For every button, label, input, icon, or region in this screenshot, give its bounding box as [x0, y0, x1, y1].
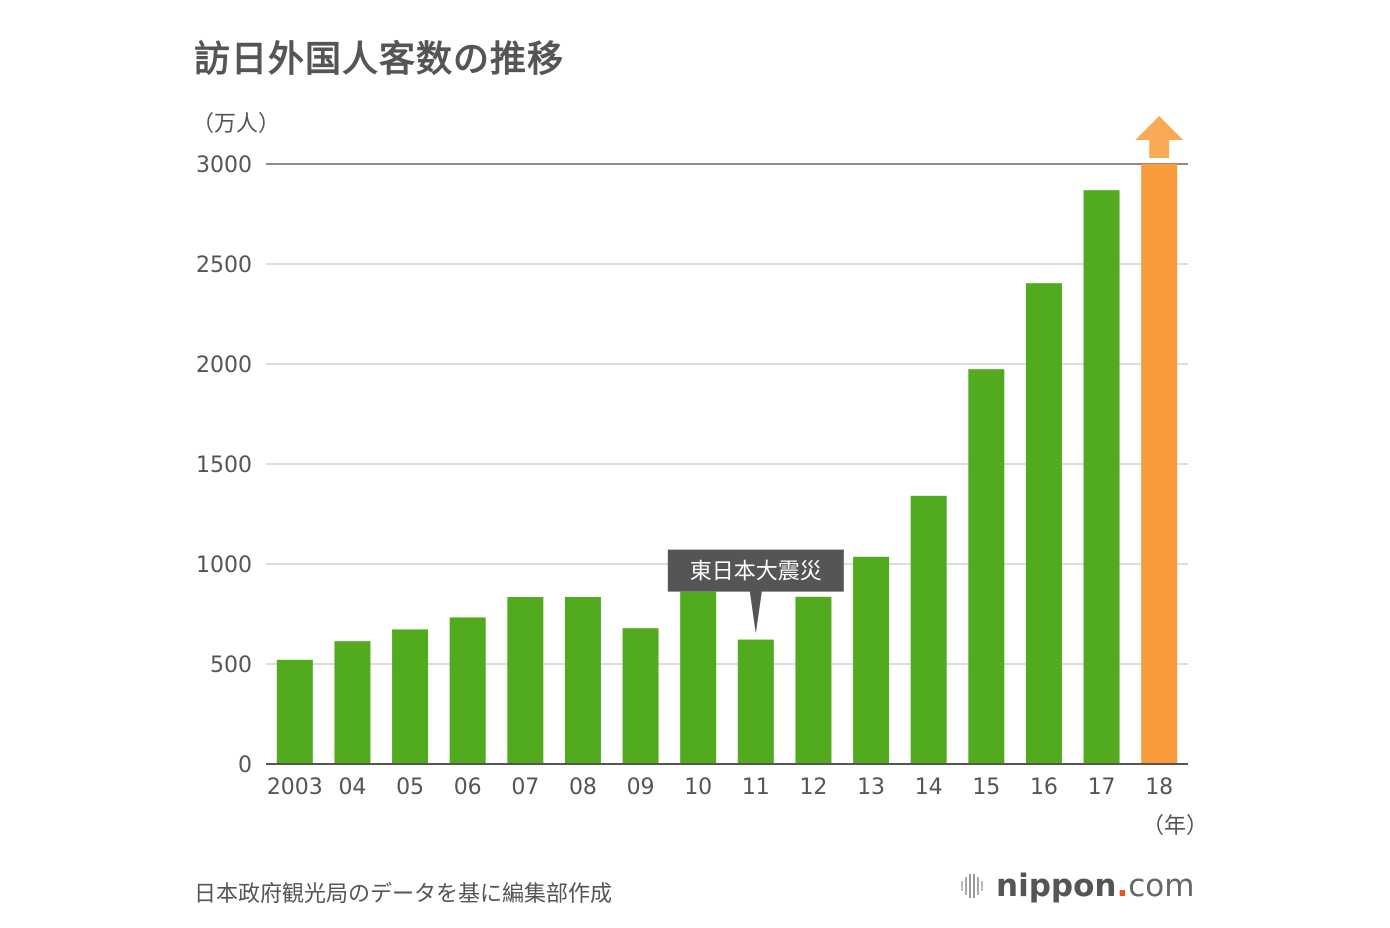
highlight-bar [1141, 164, 1178, 764]
x-tick-label: 06 [454, 775, 482, 800]
y-tick-label: 3000 [196, 153, 252, 178]
y-tick-label: 500 [210, 653, 252, 678]
logo-wordmark: nippon.com [996, 867, 1195, 904]
chart-title: 訪日外国人客数の推移 [194, 39, 565, 80]
x-tick-label: 2003 [267, 775, 323, 800]
x-tick-label: 15 [972, 775, 1000, 800]
y-tick-label: 1500 [196, 453, 252, 478]
source-note: 日本政府観光局のデータを基に編集部作成 [194, 882, 613, 907]
x-tick-label: 14 [915, 775, 943, 800]
x-tick-label: 08 [569, 775, 597, 800]
y-tick-label: 1000 [196, 553, 252, 578]
annotation-text: 東日本大震災 [690, 560, 822, 585]
bar [1025, 283, 1062, 764]
x-tick-label: 17 [1088, 775, 1116, 800]
y-axis-unit-label: （万人） [192, 112, 281, 137]
x-axis-unit-label: （年） [1142, 814, 1209, 839]
bar [449, 617, 486, 764]
bar [564, 597, 601, 764]
bar [737, 639, 774, 764]
bar [276, 659, 313, 764]
x-tick-label: 18 [1145, 775, 1173, 800]
logo-tld: com [1128, 867, 1195, 904]
x-tick-label: 13 [857, 775, 885, 800]
y-tick-label: 0 [238, 753, 252, 778]
x-tick-label: 09 [627, 775, 655, 800]
bar [910, 495, 947, 764]
up-arrow-icon [1135, 116, 1184, 158]
y-tick-label: 2000 [196, 353, 252, 378]
annotation-callout [667, 549, 844, 634]
x-tick-label: 10 [684, 775, 712, 800]
x-tick-label: 05 [396, 775, 424, 800]
x-tick-label: 04 [338, 775, 366, 800]
logo-dot: . [1116, 867, 1129, 904]
bar [680, 591, 717, 764]
x-tick-label: 12 [799, 775, 827, 800]
x-tick-label: 11 [742, 775, 770, 800]
y-tick-label: 2500 [196, 253, 252, 278]
bar [795, 596, 832, 764]
x-tick-label: 16 [1030, 775, 1058, 800]
nippon-logo-mark-icon [961, 874, 983, 898]
bar [853, 556, 890, 764]
bar [392, 629, 429, 764]
logo-name: nippon [996, 867, 1117, 904]
bar [622, 628, 659, 764]
bar [1083, 190, 1120, 764]
bar [507, 597, 544, 764]
bar [968, 369, 1005, 764]
nippon-com-logo: nippon.com [960, 864, 1194, 908]
bar [334, 641, 371, 764]
x-tick-label: 07 [511, 775, 539, 800]
